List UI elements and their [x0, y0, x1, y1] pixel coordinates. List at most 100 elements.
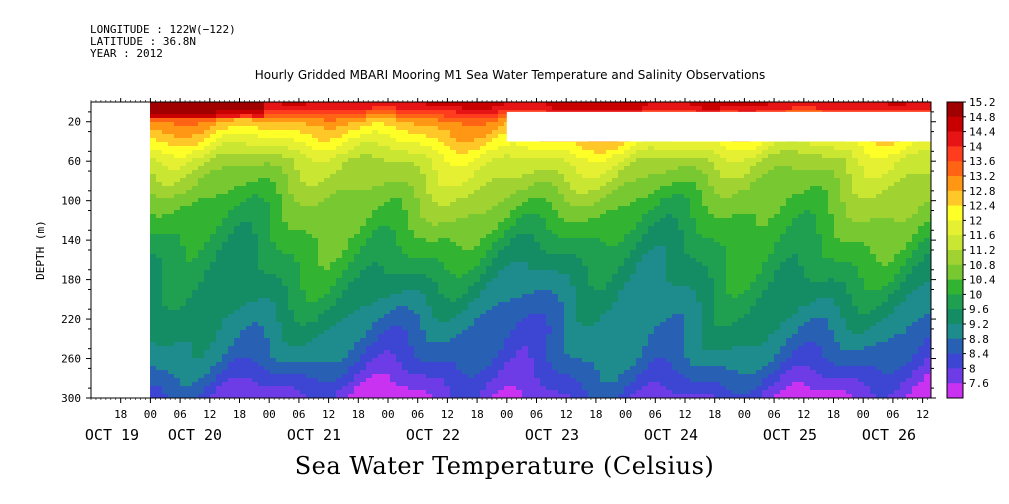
heatmap-cell	[252, 150, 259, 155]
heatmap-cell	[198, 150, 205, 155]
heatmap-cell	[474, 118, 481, 123]
heatmap-cell	[456, 394, 463, 398]
heatmap-cell	[168, 354, 175, 359]
heatmap-cell	[402, 154, 409, 159]
heatmap-cell	[198, 182, 205, 187]
heatmap-cell	[456, 218, 463, 223]
heatmap-cell	[330, 326, 337, 331]
heatmap-cell	[534, 326, 541, 331]
heatmap-cell	[210, 186, 217, 191]
heatmap-cell	[294, 310, 301, 315]
heatmap-cell	[252, 346, 259, 351]
heatmap-cell	[354, 282, 361, 287]
heatmap-cell	[258, 314, 265, 319]
heatmap-cell	[204, 194, 211, 199]
heatmap-cell	[288, 170, 295, 175]
heatmap-cell	[474, 174, 481, 179]
heatmap-cell	[246, 170, 253, 175]
heatmap-cell	[468, 122, 475, 127]
heatmap-cell	[432, 174, 439, 179]
heatmap-cell	[468, 350, 475, 355]
heatmap-cell	[330, 250, 337, 255]
heatmap-cell	[426, 326, 433, 331]
heatmap-cell	[192, 242, 199, 247]
heatmap-cell	[210, 154, 217, 159]
heatmap-cell	[354, 134, 361, 139]
heatmap-cell	[408, 178, 415, 183]
heatmap-cell	[402, 274, 409, 279]
heatmap-cell	[462, 354, 469, 359]
heatmap-cell	[204, 222, 211, 227]
heatmap-cell	[186, 254, 193, 259]
heatmap-cell	[468, 154, 475, 159]
heatmap-cell	[432, 250, 439, 255]
heatmap-cell	[396, 110, 403, 115]
heatmap-cell	[288, 358, 295, 363]
heatmap-cell	[168, 150, 175, 155]
heatmap-cell	[396, 226, 403, 231]
heatmap-cell	[384, 354, 391, 359]
heatmap-cell	[318, 282, 325, 287]
heatmap-cell	[504, 366, 511, 371]
heatmap-cell	[276, 178, 283, 183]
heatmap-cell	[414, 110, 421, 115]
heatmap-cell	[276, 246, 283, 251]
heatmap-cell	[204, 290, 211, 295]
heatmap-cell	[336, 174, 343, 179]
heatmap-cell	[384, 122, 391, 127]
heatmap-cell	[312, 114, 319, 119]
heatmap-cell	[372, 294, 379, 299]
heatmap-cell	[300, 114, 307, 119]
heatmap-cell	[324, 350, 331, 355]
heatmap-cell	[162, 262, 169, 267]
heatmap-cell	[330, 198, 337, 203]
heatmap-cell	[522, 250, 529, 255]
heatmap-cell	[408, 382, 415, 387]
heatmap-cell	[498, 150, 505, 155]
heatmap-cell	[480, 130, 487, 135]
heatmap-cell	[264, 166, 271, 171]
heatmap-cell	[420, 294, 427, 299]
heatmap-cell	[234, 262, 241, 267]
heatmap-cell	[528, 282, 535, 287]
heatmap-cell	[276, 114, 283, 119]
heatmap-cell	[174, 250, 181, 255]
heatmap-cell	[534, 258, 541, 263]
heatmap-cell	[456, 374, 463, 379]
heatmap-cell	[222, 394, 229, 398]
heatmap-cell	[252, 194, 259, 199]
heatmap-cell	[462, 122, 469, 127]
heatmap-cell	[468, 178, 475, 183]
heatmap-cell	[276, 106, 283, 111]
heatmap-cell	[504, 178, 511, 183]
heatmap-cell	[168, 298, 175, 303]
heatmap-cell	[348, 110, 355, 115]
heatmap-cell	[528, 374, 535, 379]
heatmap-cell	[498, 238, 505, 243]
heatmap-cell	[276, 326, 283, 331]
heatmap-cell	[276, 346, 283, 351]
heatmap-cell	[216, 190, 223, 195]
heatmap-cell	[480, 322, 487, 327]
heatmap-cell	[384, 306, 391, 311]
heatmap-cell	[510, 182, 517, 187]
heatmap-cell	[294, 282, 301, 287]
heatmap-cell	[468, 158, 475, 163]
heatmap-cell	[192, 294, 199, 299]
heatmap-cell	[510, 234, 517, 239]
heatmap-cell	[504, 258, 511, 263]
heatmap-cell	[180, 194, 187, 199]
heatmap-cell	[246, 254, 253, 259]
heatmap-cell	[270, 142, 277, 147]
heatmap-cell	[318, 202, 325, 207]
heatmap-cell	[240, 270, 247, 275]
heatmap-cell	[306, 138, 313, 143]
heatmap-cell	[348, 330, 355, 335]
heatmap-cell	[396, 262, 403, 267]
heatmap-cell	[186, 258, 193, 263]
heatmap-cell	[330, 162, 337, 167]
heatmap-cell	[384, 266, 391, 271]
heatmap-cell	[438, 226, 445, 231]
heatmap-cell	[486, 346, 493, 351]
heatmap-cell	[396, 102, 403, 107]
